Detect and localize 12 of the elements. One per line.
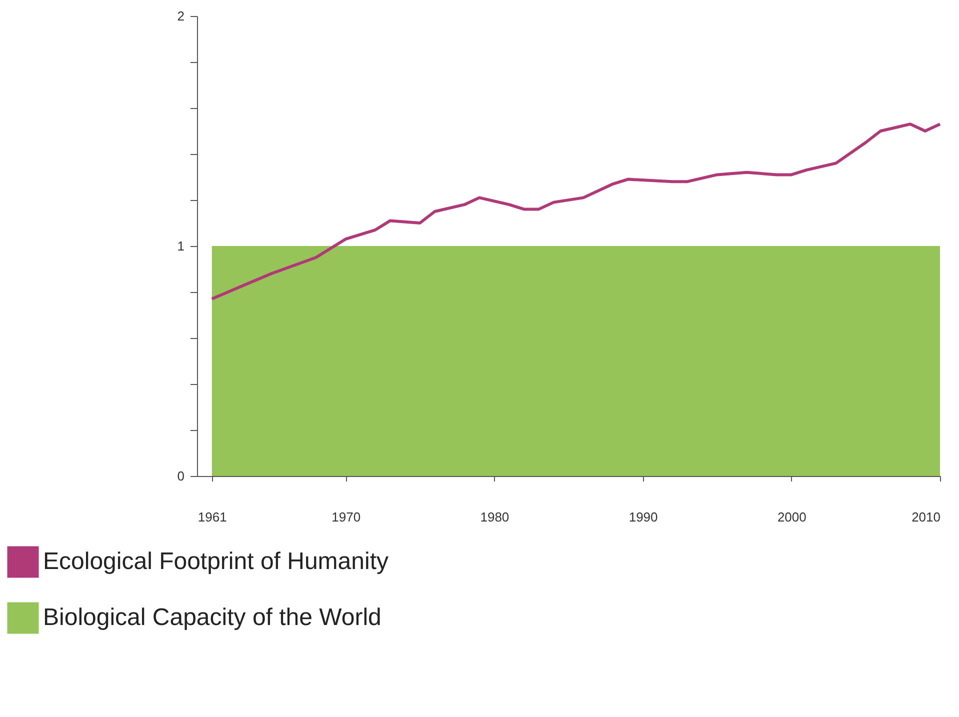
x-tick-label: 1961 <box>198 510 227 524</box>
legend-label: Ecological Footprint of Humanity <box>43 548 388 575</box>
x-tick-label: 1970 <box>332 510 361 524</box>
x-tick-label: 1980 <box>480 510 510 524</box>
line-series <box>210 122 942 300</box>
legend-label: Biological Capacity of the World <box>43 604 382 631</box>
x-tick-label: 2000 <box>777 510 806 524</box>
y-tick-label: 1 <box>177 238 184 254</box>
y-tick-label: 0 <box>177 468 184 484</box>
x-tick-label: 2010 <box>912 510 940 524</box>
y-tick-label: 2 <box>177 8 184 24</box>
x-tick-label: 1990 <box>628 510 658 524</box>
